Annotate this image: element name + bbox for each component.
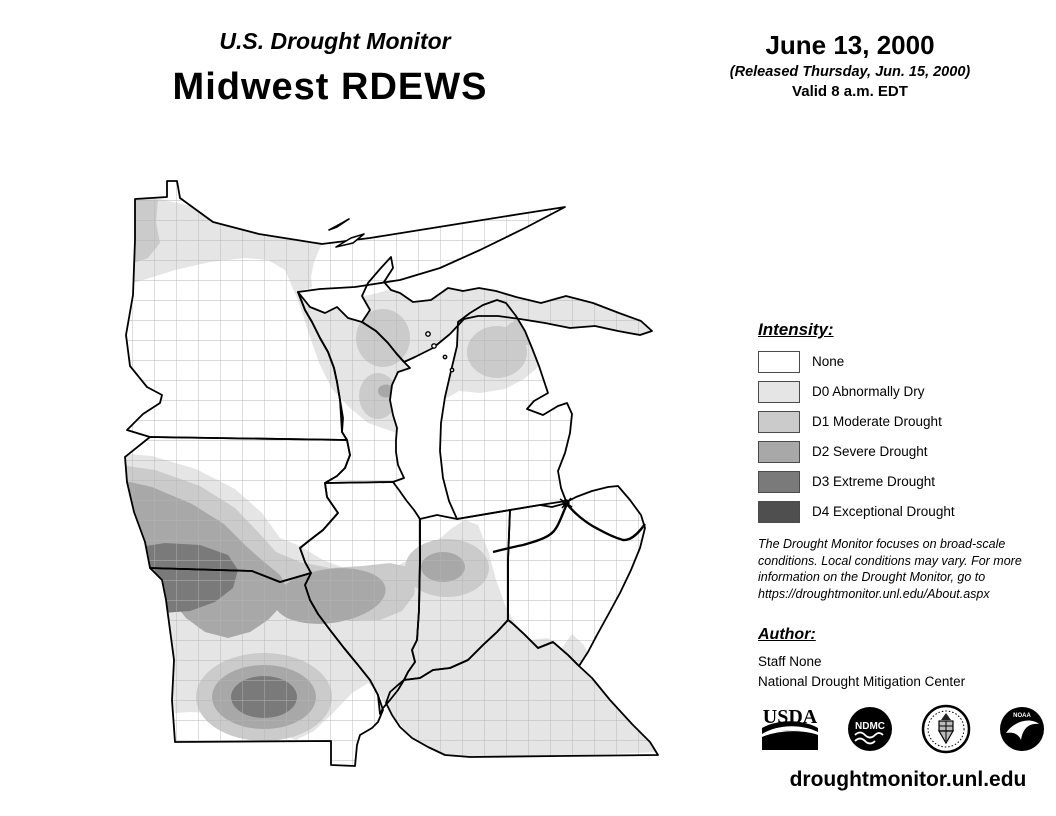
county-lines xyxy=(125,181,658,766)
state-michigan-lp xyxy=(439,299,573,520)
region-title: Midwest RDEWS xyxy=(172,66,488,108)
swatch-d1 xyxy=(758,410,800,433)
legend-row-d1: D1 Moderate Drought xyxy=(758,410,1038,433)
author-block: Author: Staff None National Drought Miti… xyxy=(758,626,1038,689)
legend-heading: Intensity: xyxy=(758,320,834,339)
svg-text:NOAA: NOAA xyxy=(1013,713,1031,719)
swatch-d0 xyxy=(758,380,800,403)
lake-superior-islands xyxy=(328,218,365,248)
report-title: U.S. Drought Monitor xyxy=(219,28,451,54)
state-borders xyxy=(124,180,659,767)
logo-row: USDA NDMC NOAA xyxy=(760,704,1046,754)
lake-michigan-islands xyxy=(425,331,455,373)
legend-row-d2: D2 Severe Drought xyxy=(758,440,1038,463)
author-organization: National Drought Mitigation Center xyxy=(758,674,966,689)
commerce-seal-icon xyxy=(921,704,970,754)
legend-label: D3 Extreme Drought xyxy=(812,474,936,489)
author-name: Staff None xyxy=(758,654,822,669)
svg-text:USDA: USDA xyxy=(763,706,818,728)
legend-label: None xyxy=(812,354,845,369)
swatch-none xyxy=(758,350,800,373)
ndmc-logo-icon: NDMC xyxy=(848,707,893,751)
site-url: droughtmonitor.unl.edu xyxy=(789,768,1027,791)
legend-label: D1 Moderate Drought xyxy=(812,414,942,429)
legend: Intensity: None D0 Abnormally Dry D1 Mod… xyxy=(758,320,1038,530)
state-kentucky xyxy=(385,619,659,758)
drought-map xyxy=(90,165,760,810)
usda-logo-icon: USDA xyxy=(761,706,819,750)
swatch-d2 xyxy=(758,440,800,463)
state-michigan-up xyxy=(361,256,653,363)
swatch-d4 xyxy=(758,500,800,523)
date-block: June 13, 2000 (Released Thursday, Jun. 1… xyxy=(700,30,1000,100)
legend-row-d4: D4 Exceptional Drought xyxy=(758,500,1038,523)
map-date: June 13, 2000 xyxy=(765,30,935,60)
legend-row-none: None xyxy=(758,350,1038,373)
legend-label: D2 Severe Drought xyxy=(812,444,928,459)
drought-shading xyxy=(125,181,658,766)
author-heading: Author: xyxy=(758,626,816,643)
legend-label: D0 Abnormally Dry xyxy=(812,384,925,399)
legend-row-d3: D3 Extreme Drought xyxy=(758,470,1038,493)
valid-time: Valid 8 a.m. EDT xyxy=(792,83,908,100)
legend-label: D4 Exceptional Drought xyxy=(812,504,955,519)
legend-row-d0: D0 Abnormally Dry xyxy=(758,380,1038,403)
release-date: (Released Thursday, Jun. 15, 2000) xyxy=(729,64,971,80)
drought-map-svg xyxy=(124,180,659,767)
noaa-logo-icon: NOAA xyxy=(999,707,1044,751)
lake-erie-island-marks xyxy=(559,497,573,509)
swatch-d3 xyxy=(758,470,800,493)
svg-text:NDMC: NDMC xyxy=(855,721,885,732)
disclaimer-text: The Drought Monitor focuses on broad-sca… xyxy=(758,537,1022,601)
